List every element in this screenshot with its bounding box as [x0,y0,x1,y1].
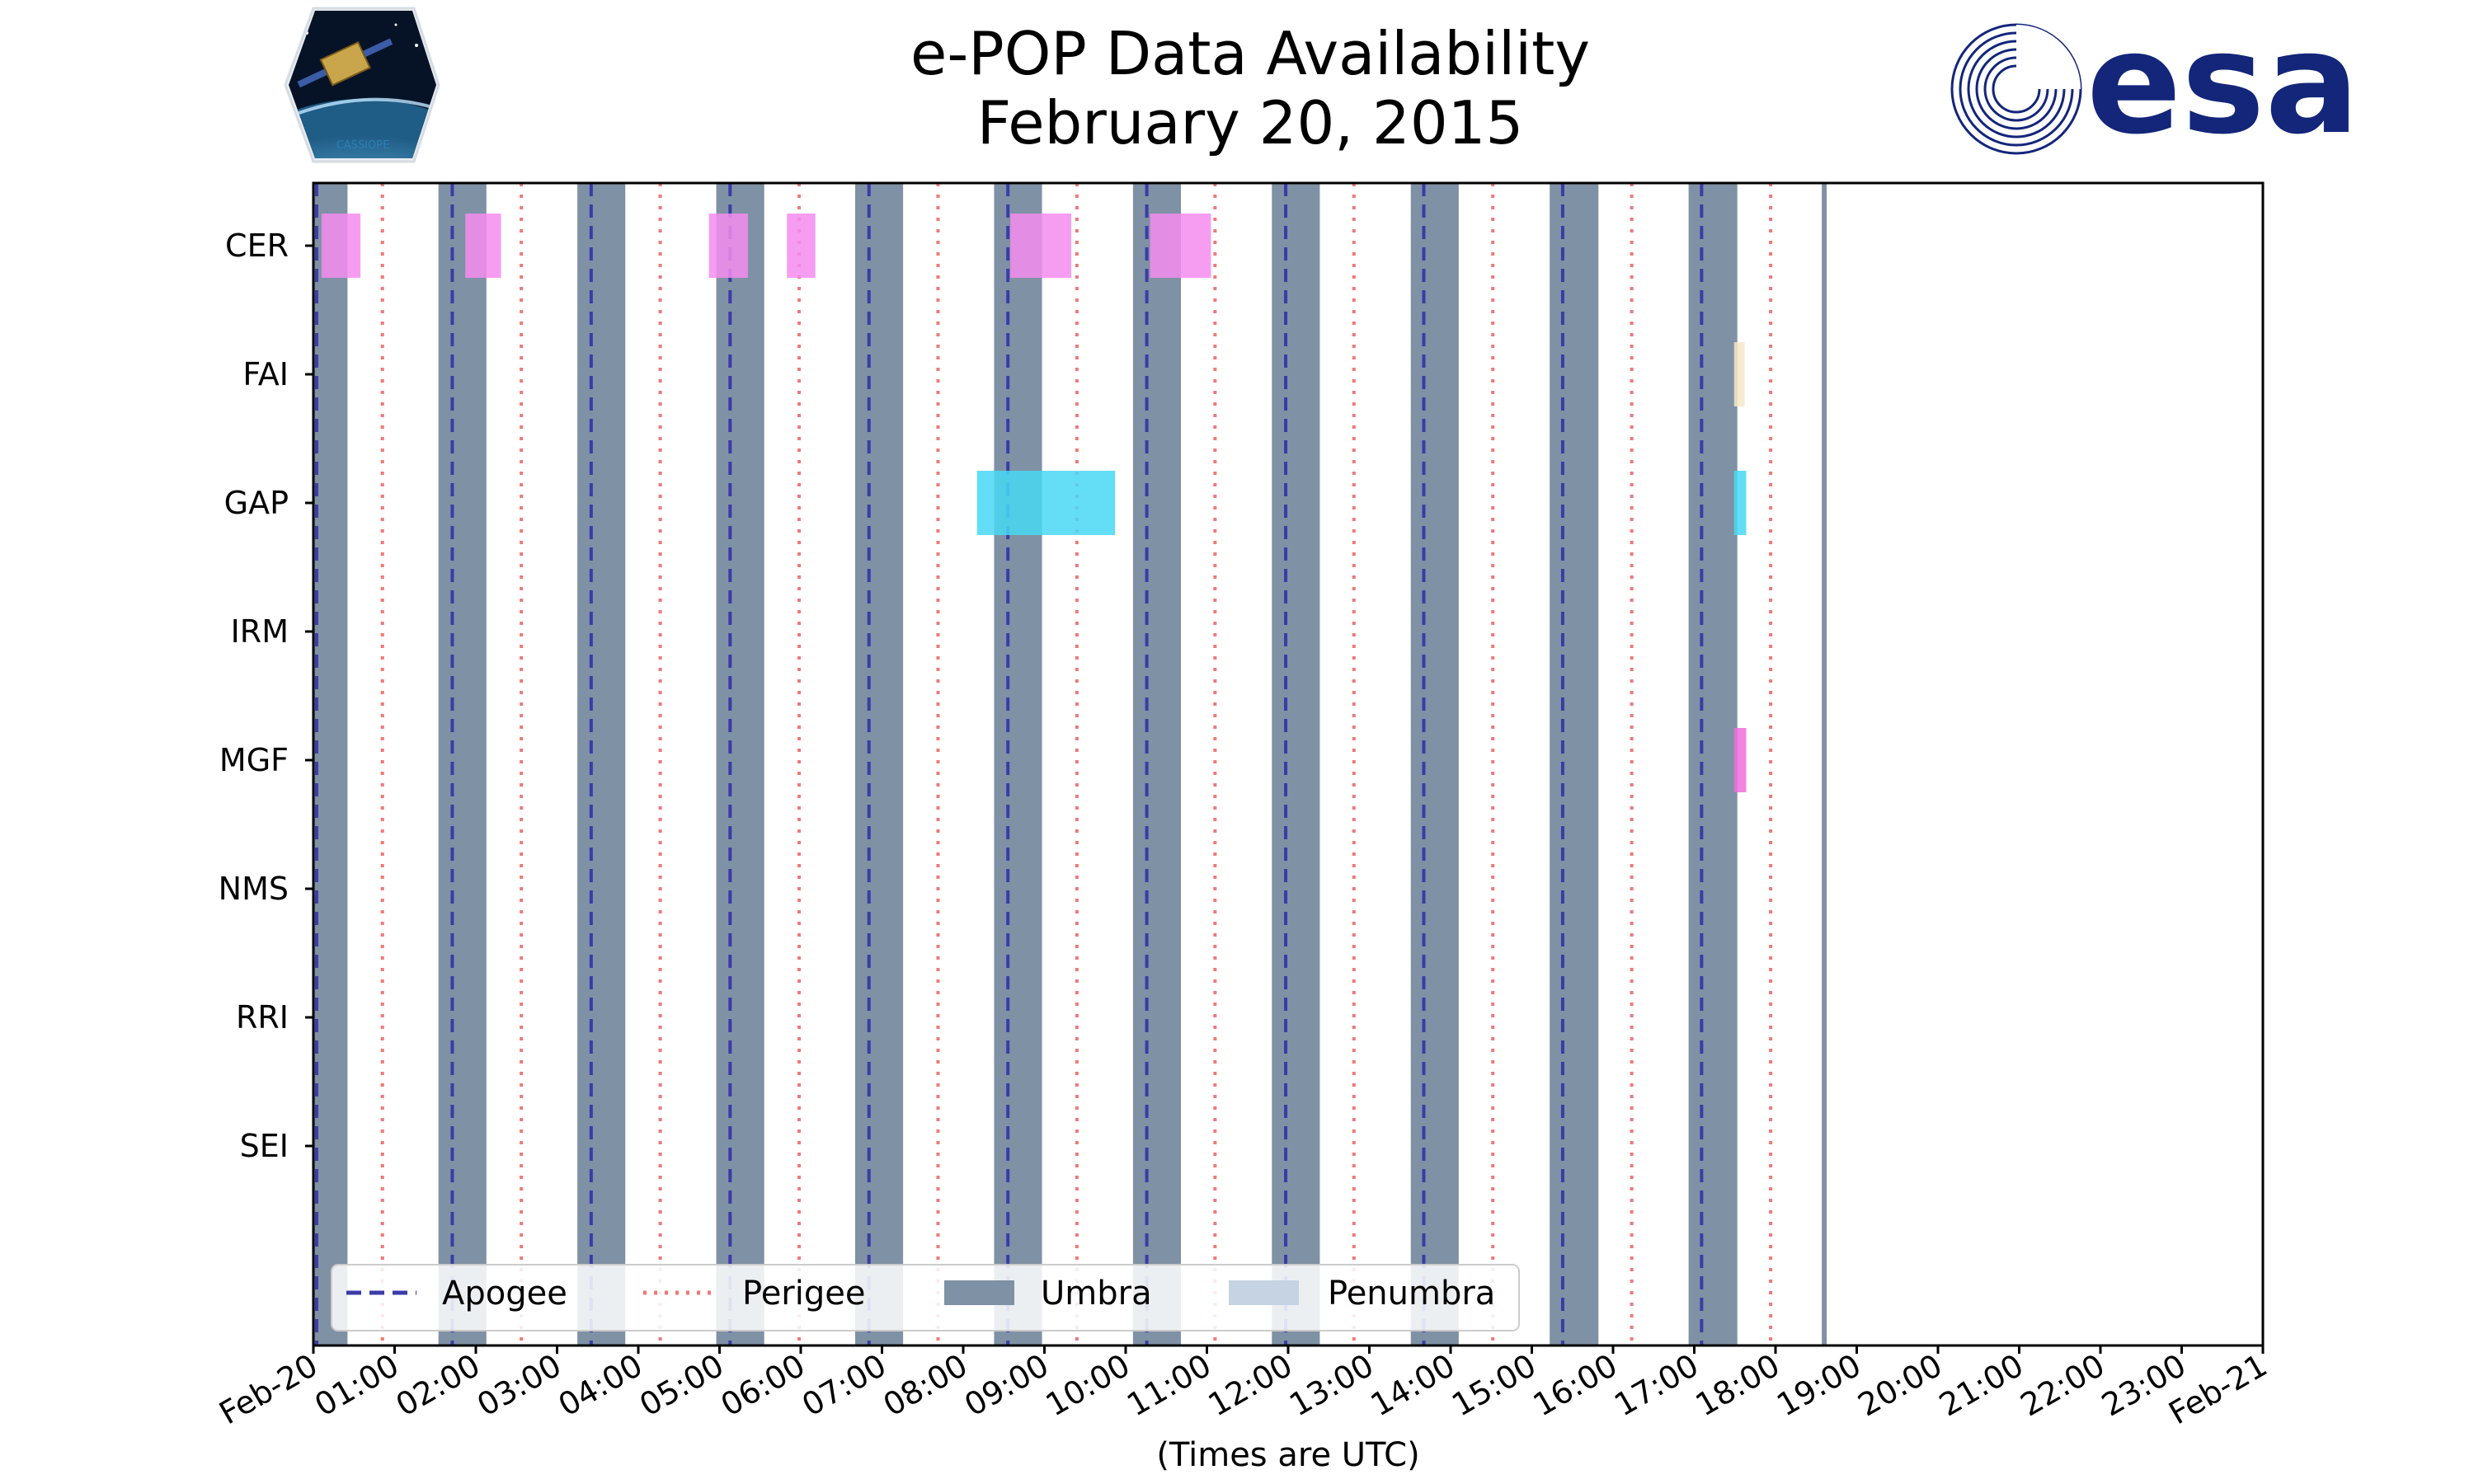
x-tick-label: 18:00 [1690,1347,1786,1424]
umbra-band [1410,183,1459,1345]
x-tick-label: 17:00 [1608,1347,1705,1424]
legend-perigee-label: Perigee [742,1275,865,1313]
availability-bar-cer [1150,214,1211,278]
umbra-band [1272,183,1320,1345]
x-tick-label: 08:00 [877,1347,974,1424]
umbra-band [1132,183,1181,1345]
x-axis: Feb-2001:0002:0003:0004:0005:0006:0007:0… [213,1345,2274,1432]
availability-bar-cer [708,214,748,278]
x-tick-label: 12:00 [1202,1347,1299,1424]
x-tick-label: 02:00 [390,1347,487,1424]
chart-subtitle: February 20, 2015 [977,88,1524,157]
umbra-band [1822,183,1827,1345]
x-tick-label: 22:00 [2015,1347,2111,1424]
apogee-lines [314,183,1704,1345]
esa-logo-text: esa [2086,2,2359,166]
esa-logo: esa [1950,2,2359,166]
legend-penumbra-label: Penumbra [1328,1275,1495,1313]
x-tick-label: 15:00 [1446,1347,1542,1424]
y-tick-label: SEI [240,1128,289,1164]
y-tick-label: RRI [236,999,289,1036]
x-tick-label: 14:00 [1365,1347,1461,1424]
umbra-bands [313,183,1827,1345]
y-tick-label: NMS [219,871,289,907]
umbra-band [438,183,487,1345]
legend-box [331,1264,1520,1331]
availability-bar-cer [787,214,816,278]
legend: Apogee Perigee Umbra Penumbra [331,1264,1520,1331]
umbra-band [994,183,1042,1345]
x-tick-label: 11:00 [1121,1347,1217,1424]
availability-bar-fai [1733,342,1745,406]
x-tick-label: 20:00 [1852,1347,1949,1424]
availability-bar-gap [1733,471,1747,535]
umbra-band [716,183,764,1345]
x-tick-label: 07:00 [796,1347,892,1424]
umbra-band [313,183,348,1345]
y-axis: CER FAI GAP IRM MGF NMS RRI SEI [219,228,313,1164]
x-tick-label: 05:00 [633,1347,730,1424]
y-tick-label: FAI [242,356,289,392]
x-tick-label: 19:00 [1771,1347,1867,1424]
cassiope-logo-text: CASSIOPE [336,139,390,152]
x-tick-label: 01:00 [308,1347,405,1424]
umbra-band [1550,183,1599,1345]
umbra-band [854,183,904,1345]
x-tick-label: 16:00 [1527,1347,1624,1424]
x-tick-label: 06:00 [715,1347,811,1424]
x-axis-label: (Times are UTC) [1156,1436,1419,1474]
availability-bar-gap [976,471,1116,535]
x-tick-label: 03:00 [471,1347,567,1424]
availability-bar-cer [321,214,361,278]
chart-title: e-POP Data Availability [910,19,1590,88]
availability-bars [321,214,1747,792]
y-tick-label: IRM [231,613,289,650]
umbra-band [1688,183,1738,1345]
availability-bar-cer [1010,214,1072,278]
y-tick-label: GAP [224,485,289,521]
legend-umbra-label: Umbra [1041,1275,1152,1313]
x-tick-label: 21:00 [1933,1347,2030,1424]
x-tick-label: 09:00 [958,1347,1055,1424]
availability-bar-cer [465,214,501,278]
legend-penumbra-swatch [1229,1280,1299,1305]
umbra-band [577,183,626,1345]
x-tick-label: Feb-20 [213,1347,323,1432]
availability-bar-mgf [1733,728,1747,792]
x-tick-label: 04:00 [553,1347,649,1424]
x-tick-label: 13:00 [1283,1347,1380,1424]
legend-umbra-swatch [944,1280,1014,1305]
y-tick-label: MGF [219,742,289,778]
y-tick-label: CER [225,228,289,264]
legend-apogee-label: Apogee [442,1275,567,1313]
x-tick-label: 10:00 [1040,1347,1136,1424]
